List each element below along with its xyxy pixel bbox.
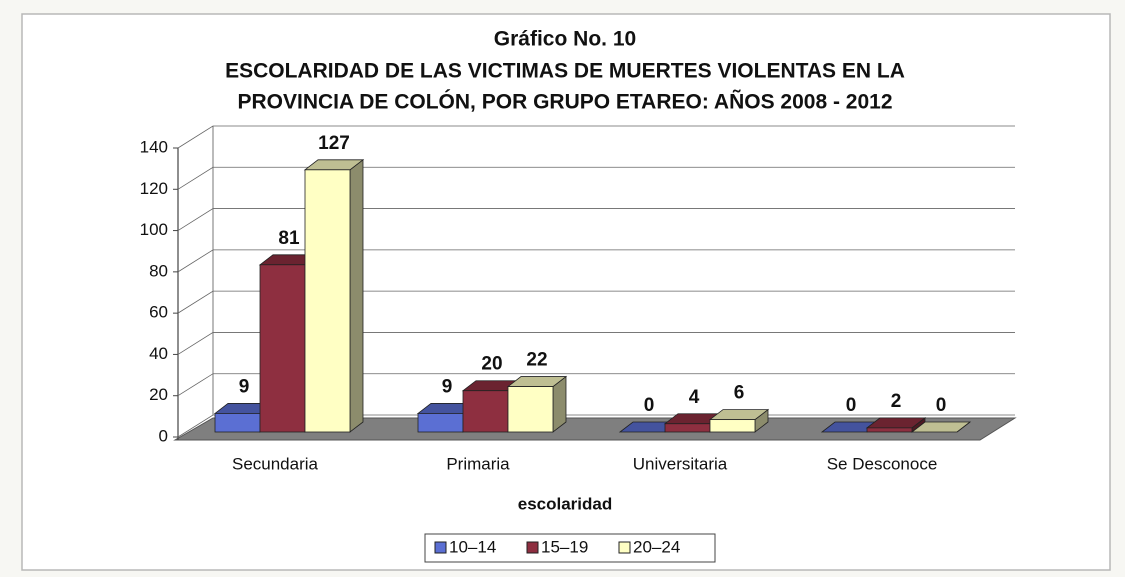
bar-side (349, 159, 364, 433)
bar-front (866, 427, 913, 433)
y-tick-label: 60 (149, 303, 168, 322)
y-tick-label: 20 (149, 385, 168, 404)
y-tick-label: 100 (140, 220, 168, 239)
y-tick-label: 120 (140, 179, 168, 198)
bar-front (507, 386, 554, 433)
bar-front (664, 423, 711, 433)
bar (910, 421, 972, 433)
data-label: 0 (846, 395, 857, 416)
y-tick-label: 140 (140, 137, 168, 156)
bar-front (462, 390, 509, 433)
grid-line (177, 373, 1015, 397)
y-tick-label: 40 (149, 344, 168, 363)
bar (303, 159, 365, 433)
bar (708, 408, 770, 433)
legend-swatch (526, 541, 539, 554)
bar-front (214, 413, 261, 433)
data-label: 0 (936, 395, 947, 416)
grid-line (177, 166, 1015, 190)
grid-line (177, 249, 1015, 273)
data-label: 0 (644, 395, 655, 416)
y-tick-label: 0 (159, 426, 168, 445)
bar-top (910, 421, 972, 433)
legend-swatch (618, 541, 631, 554)
x-tick-label: Primaria (446, 454, 510, 473)
grid-line (177, 208, 1015, 231)
legend-label: 15–19 (541, 537, 588, 556)
legend-box (424, 533, 716, 563)
legend-label: 10–14 (449, 537, 496, 556)
data-label: 127 (318, 133, 350, 154)
data-label: 81 (278, 228, 300, 249)
bar-front (709, 419, 756, 433)
chart-frame (21, 13, 1111, 571)
data-label: 9 (442, 376, 453, 397)
bar-front (304, 169, 351, 433)
floor (173, 417, 1017, 441)
data-label: 9 (239, 376, 250, 397)
chart-subtitle: PROVINCIA DE COLÓN, POR GRUPO ETAREO: AÑ… (237, 90, 892, 114)
chart-subtitle: ESCOLARIDAD DE LAS VICTIMAS DE MUERTES V… (225, 60, 905, 83)
bar (506, 375, 568, 433)
bar (213, 402, 275, 433)
data-label: 4 (689, 387, 700, 408)
bar-front (417, 413, 464, 433)
chart-title: Gráfico No. 10 (494, 28, 636, 51)
y-tick-label: 80 (149, 261, 168, 280)
x-tick-label: Secundaria (232, 454, 319, 473)
bar-front (259, 264, 306, 433)
data-label: 6 (734, 383, 745, 404)
grid-line (177, 332, 1015, 355)
data-label: 22 (526, 350, 547, 371)
x-axis-label: escolaridad (518, 494, 613, 513)
grid-line (177, 290, 1015, 314)
legend-label: 20–24 (633, 537, 680, 556)
data-label: 2 (891, 391, 902, 412)
x-tick-label: Universitaria (633, 454, 728, 473)
legend-swatch (434, 541, 447, 554)
grid-line (177, 125, 1015, 149)
legend: 10–14 15–19 20–24 (424, 533, 716, 563)
x-tick-label: Se Desconoce (827, 454, 938, 473)
data-label: 20 (481, 354, 502, 375)
